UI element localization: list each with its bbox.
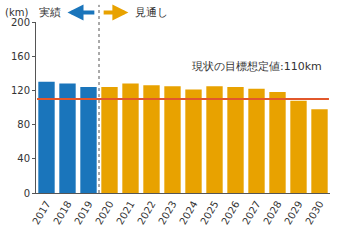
svg-text:実績: 実績 <box>39 6 61 19</box>
svg-text:40: 40 <box>17 153 30 164</box>
svg-text:見通し: 見通し <box>135 6 168 19</box>
svg-text:2021: 2021 <box>114 199 136 227</box>
svg-text:2019: 2019 <box>72 199 94 227</box>
svg-text:2027: 2027 <box>240 199 262 227</box>
svg-text:2017: 2017 <box>30 199 52 227</box>
svg-text:2024: 2024 <box>177 199 199 227</box>
svg-text:2030: 2030 <box>303 199 325 227</box>
svg-text:0: 0 <box>24 188 30 199</box>
svg-text:2023: 2023 <box>156 199 178 227</box>
svg-text:2025: 2025 <box>198 199 220 227</box>
svg-text:2020: 2020 <box>93 199 115 227</box>
svg-text:2022: 2022 <box>135 199 157 227</box>
svg-text:120: 120 <box>11 85 30 96</box>
svg-text:2029: 2029 <box>282 199 304 227</box>
svg-text:80: 80 <box>17 119 30 130</box>
svg-text:200: 200 <box>11 17 30 28</box>
svg-text:160: 160 <box>11 51 30 62</box>
svg-text:2026: 2026 <box>219 199 241 227</box>
svg-text:現状の目標想定値:110km: 現状の目標想定値:110km <box>192 60 322 73</box>
svg-text:(km): (km) <box>5 7 28 18</box>
svg-text:2018: 2018 <box>51 199 73 227</box>
svg-text:2028: 2028 <box>261 199 283 227</box>
